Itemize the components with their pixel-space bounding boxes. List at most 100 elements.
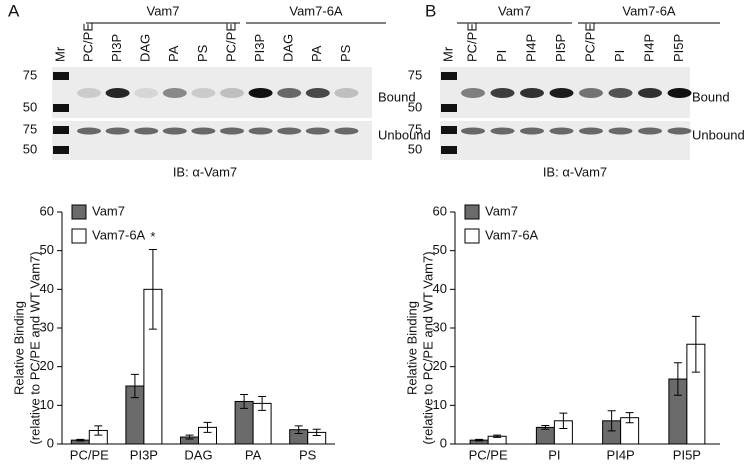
unbound-label: Unbound [378, 127, 431, 142]
y-tick-label: 40 [433, 281, 447, 296]
x-tick-label: DAG [184, 447, 212, 462]
legend-swatch [71, 204, 87, 220]
error-bar [673, 362, 682, 396]
marker-weight: 75 [23, 121, 37, 136]
blot-band [579, 127, 603, 135]
blot-band [334, 88, 359, 98]
marker-weight: 50 [23, 99, 37, 114]
error-bar [130, 373, 139, 399]
y-tick-label: 60 [433, 203, 447, 218]
error-bar [691, 315, 700, 373]
blot-image [440, 121, 690, 160]
bound-label: Bound [378, 89, 416, 104]
lane-label: PI3P [109, 34, 124, 62]
blot-band [305, 88, 330, 98]
marker-band [441, 126, 457, 134]
ib-label: IB: α-Vam7 [173, 164, 237, 179]
error-bar [607, 410, 616, 432]
marker-band [441, 72, 457, 80]
lane-label: PC/PE [80, 23, 95, 62]
y-axis-label: (relative to PC/PE and WT Vam7) [420, 251, 435, 444]
lane-label: PC/PE [582, 23, 597, 62]
y-tick-label: 60 [40, 203, 54, 218]
x-tick-label: PI [548, 447, 560, 462]
error-bar [625, 412, 634, 424]
blot-band [277, 88, 302, 98]
blot-image [52, 121, 372, 160]
y-tick-label: 0 [440, 435, 447, 450]
y-tick-label: 30 [433, 319, 447, 334]
lane-label: PI3P [252, 34, 267, 62]
lane-label: PA [309, 45, 324, 62]
y-tick-label: 30 [40, 319, 54, 334]
blot-band [520, 127, 544, 135]
lane-label: PI [612, 50, 627, 62]
lane-label: PI5P [553, 34, 568, 62]
blot-band [277, 127, 302, 135]
legend-label: Vam7 [485, 203, 518, 218]
marker-band [441, 104, 457, 112]
blot-band [520, 88, 544, 98]
annotation: * [150, 229, 155, 244]
marker-label: Mr [440, 46, 455, 62]
blot-band [549, 88, 574, 98]
x-tick-label: PI5P [673, 447, 701, 462]
error-bar [559, 412, 568, 430]
blot-band [105, 88, 130, 98]
error-bar [76, 438, 85, 442]
blot-band [490, 127, 515, 135]
blot-band [191, 127, 216, 135]
legend-swatch [71, 228, 87, 244]
marker-band [53, 146, 69, 154]
blot-band [162, 88, 187, 98]
y-tick-label: 10 [433, 397, 447, 412]
unbound-label: Unbound [692, 127, 745, 142]
x-tick-label: PC/PE [70, 447, 109, 462]
legend-label: Vam7 [92, 203, 125, 218]
x-tick-label: PC/PE [469, 447, 508, 462]
blot-band [490, 88, 515, 98]
y-tick-label: 20 [40, 358, 54, 373]
bound-label: Bound [692, 89, 730, 104]
x-tick-label: PS [299, 447, 317, 462]
ib-label: IB: α-Vam7 [543, 164, 607, 179]
marker-label: Mr [52, 46, 67, 62]
blot-band [667, 88, 692, 98]
blot-band [77, 88, 101, 98]
marker-weight: 50 [408, 99, 422, 114]
error-bar [94, 425, 103, 436]
y-axis-label: Relative Binding [11, 301, 26, 395]
y-axis-label: Relative Binding [404, 301, 419, 395]
x-tick-label: PA [245, 447, 262, 462]
marker-weight: 50 [408, 141, 422, 156]
legend-swatch [464, 228, 480, 244]
lane-label: PC/PE [464, 23, 479, 62]
blot-band [549, 127, 574, 135]
blot-band [461, 88, 485, 98]
blot-band [305, 127, 330, 135]
y-tick-label: 50 [433, 242, 447, 257]
blot-band [461, 127, 485, 135]
marker-band [441, 146, 457, 154]
marker-band [53, 126, 69, 134]
error-bar [493, 434, 502, 438]
lane-label: DAG [281, 34, 296, 62]
error-bar [475, 438, 484, 442]
error-bar [294, 425, 303, 435]
blot-band [220, 127, 244, 135]
legend-label: Vam7-6A [92, 227, 146, 242]
marker-weight: 50 [23, 141, 37, 156]
blot-band [608, 127, 633, 135]
blot-band [220, 88, 244, 98]
blot-band [248, 88, 273, 98]
blot-band [667, 127, 692, 135]
error-bar [185, 434, 194, 440]
blot-band [134, 88, 159, 98]
y-tick-label: 40 [40, 281, 54, 296]
marker-weight: 75 [408, 67, 422, 82]
lane-label: PS [338, 44, 353, 62]
blot-band [105, 127, 130, 135]
blot-band [638, 88, 662, 98]
blot-band [334, 127, 359, 135]
lane-label: PI4P [523, 34, 538, 62]
